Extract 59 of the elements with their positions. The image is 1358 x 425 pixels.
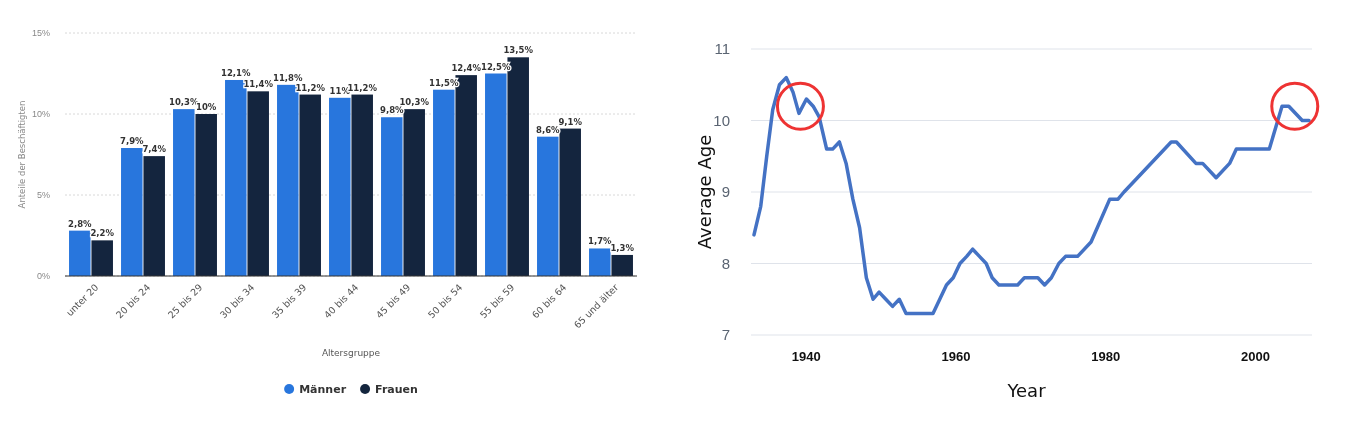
bar — [381, 117, 403, 276]
bar — [91, 240, 113, 276]
bar — [589, 248, 611, 276]
x-tick-label: 50 bis 54 — [425, 281, 465, 321]
bar — [121, 148, 143, 276]
data-label: 2,2% — [90, 228, 115, 239]
bar — [351, 94, 373, 276]
data-label: 8,6% — [536, 124, 561, 135]
bar — [299, 94, 321, 276]
bar — [143, 156, 165, 276]
data-label: 1,3% — [610, 242, 635, 253]
bar — [537, 136, 559, 276]
y-tick-label: 7 — [721, 326, 730, 344]
data-label: 10% — [196, 102, 217, 112]
data-label: 2,8% — [68, 218, 93, 229]
x-tick-label: 40 bis 44 — [321, 281, 361, 321]
bar — [433, 89, 455, 276]
bar — [611, 254, 633, 276]
bar — [403, 109, 425, 276]
y-tick-label: 9 — [721, 183, 730, 201]
y-tick-label: 0% — [36, 271, 50, 282]
data-label: 9,8% — [380, 105, 405, 116]
bar — [559, 128, 581, 276]
x-tick-label: 1980 — [1091, 349, 1121, 365]
bar — [485, 73, 507, 276]
y-tick-label: 10 — [713, 111, 730, 129]
y-tick-label: 10% — [31, 109, 50, 120]
legend-label: Männer — [299, 383, 347, 396]
bar — [195, 114, 217, 276]
y-tick-label: 11 — [714, 40, 730, 58]
data-label: 13,5% — [503, 45, 534, 56]
data-label: 11,8% — [273, 72, 304, 83]
x-tick-label: 2000 — [1241, 349, 1271, 365]
x-tick-label: 25 bis 29 — [165, 281, 205, 321]
y-tick-label: 5% — [36, 190, 50, 201]
y-axis-title: Anteile der Beschäftigten — [17, 100, 27, 209]
x-tick-label: 30 bis 34 — [217, 281, 257, 321]
x-tick-label: 60 bis 64 — [529, 281, 569, 321]
x-tick-label: 1960 — [941, 349, 971, 365]
x-tick-label: 55 bis 59 — [477, 281, 517, 321]
x-axis-title: Altersgruppe — [321, 348, 381, 358]
x-axis-title: Year — [1006, 380, 1047, 401]
data-label: 9,1% — [558, 116, 583, 127]
legend-label: Frauen — [375, 383, 418, 396]
y-tick-label: 15% — [31, 28, 50, 39]
y-axis-title: Average Age — [694, 134, 715, 250]
line-series — [752, 75, 1311, 316]
x-tick-label: 35 bis 39 — [269, 281, 309, 321]
x-tick-label: 1940 — [791, 349, 821, 365]
x-tick-label: 20 bis 24 — [113, 281, 153, 321]
bar — [247, 91, 269, 276]
data-label: 12,1% — [221, 67, 252, 78]
bar — [173, 109, 195, 276]
data-label: 12,4% — [451, 63, 482, 74]
bar — [329, 97, 351, 276]
y-tick-label: 8 — [721, 254, 730, 272]
x-tick-label: 45 bis 49 — [373, 281, 413, 321]
bar — [69, 230, 91, 276]
data-label: 7,4% — [142, 144, 167, 155]
